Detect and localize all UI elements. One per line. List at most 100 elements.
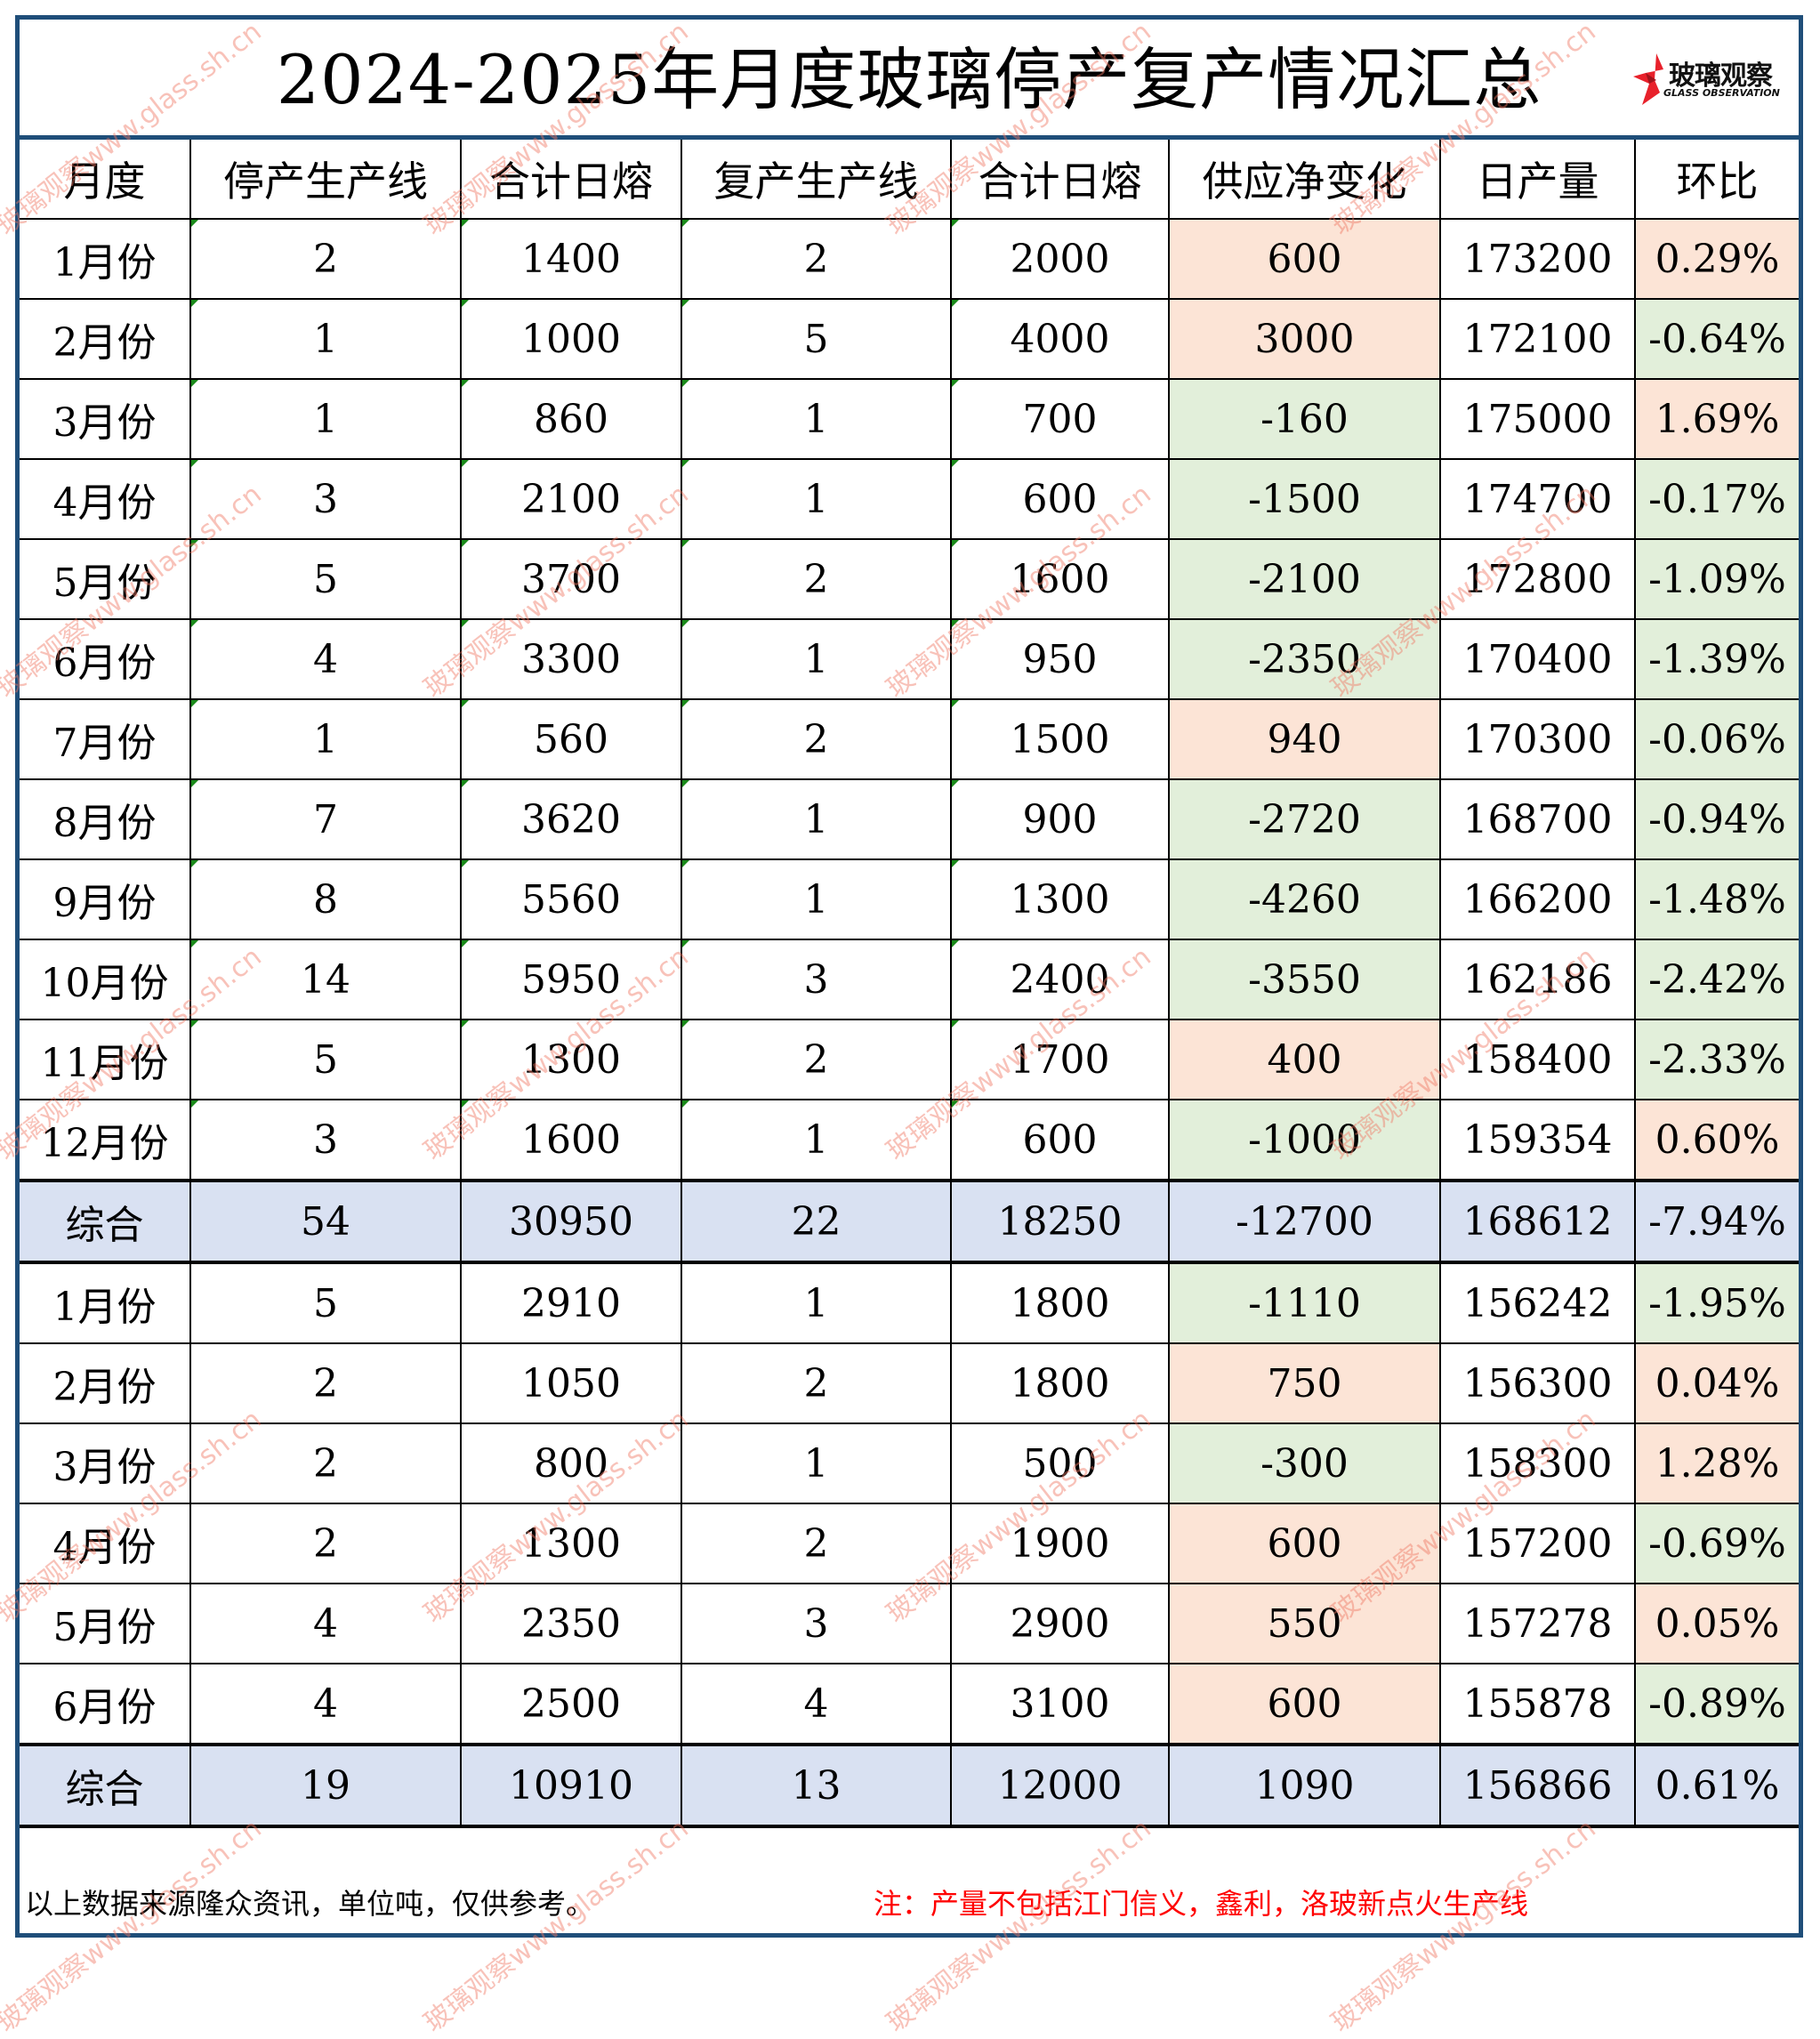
resume-lines-cell: 4: [680, 1663, 952, 1745]
stop-melt-cell: 3300: [460, 618, 682, 700]
stop-lines-cell: 14: [189, 939, 462, 1020]
month-cell: 3月份: [20, 1422, 191, 1504]
table-row: 5月份 4 2350 3 2900 550 157278 0.05%: [20, 1583, 1799, 1664]
net-change-cell: -2100: [1168, 538, 1441, 620]
logo-name-cn: 玻璃观察: [1669, 60, 1773, 92]
mom-cell: -0.17%: [1634, 458, 1799, 540]
mom-cell: -0.69%: [1634, 1503, 1799, 1584]
mom-cell: -0.89%: [1634, 1663, 1799, 1745]
month-cell: 5月份: [20, 1583, 191, 1664]
net-change-cell: 940: [1168, 698, 1441, 780]
red-star-logo-icon: [1633, 53, 1663, 105]
header-mom: 环比: [1634, 140, 1799, 220]
stop-melt-cell: 30950: [460, 1179, 682, 1264]
resume-melt-cell: 18250: [950, 1179, 1170, 1264]
stop-melt-cell: 1050: [460, 1342, 682, 1424]
mom-cell: -2.33%: [1634, 1019, 1799, 1100]
net-change-cell: -2350: [1168, 618, 1441, 700]
table-row: 7月份 1 560 2 1500 940 170300 -0.06%: [20, 698, 1799, 780]
stop-melt-cell: 3700: [460, 538, 682, 620]
table-row: 1月份 5 2910 1 1800 -1110 156242 -1.95%: [20, 1261, 1799, 1344]
net-change-cell: -160: [1168, 378, 1441, 460]
resume-lines-cell: 1: [680, 618, 952, 700]
header-daily-output: 日产量: [1439, 140, 1636, 220]
resume-lines-cell: 2: [680, 1019, 952, 1100]
stop-melt-cell: 2350: [460, 1583, 682, 1664]
table-row: 6月份 4 3300 1 950 -2350 170400 -1.39%: [20, 618, 1799, 700]
table-row: 6月份 4 2500 4 3100 600 155878 -0.89%: [20, 1663, 1799, 1745]
daily-output-cell: 156242: [1439, 1261, 1636, 1344]
daily-output-cell: 158400: [1439, 1019, 1636, 1100]
resume-melt-cell: 1500: [950, 698, 1170, 780]
mom-cell: -7.94%: [1634, 1179, 1799, 1264]
daily-output-cell: 172800: [1439, 538, 1636, 620]
stop-melt-cell: 10910: [460, 1743, 682, 1828]
net-change-cell: -300: [1168, 1422, 1441, 1504]
daily-output-cell: 162186: [1439, 939, 1636, 1020]
net-change-cell: -1110: [1168, 1261, 1441, 1344]
header-resume-melt: 合计日熔: [950, 140, 1170, 220]
stop-lines-cell: 7: [189, 778, 462, 860]
resume-melt-cell: 1300: [950, 858, 1170, 940]
daily-output-cell: 166200: [1439, 858, 1636, 940]
stop-lines-cell: 2: [189, 218, 462, 300]
resume-lines-cell: 5: [680, 298, 952, 380]
net-change-cell: 600: [1168, 218, 1441, 300]
stop-lines-cell: 5: [189, 538, 462, 620]
month-cell: 1月份: [20, 218, 191, 300]
report-frame: 2024-2025年月度玻璃停产复产情况汇总 玻璃观察 GLASS OBSERV…: [15, 15, 1803, 1938]
mom-cell: -0.94%: [1634, 778, 1799, 860]
resume-lines-cell: 2: [680, 1342, 952, 1424]
table-row: 12月份 3 1600 1 600 -1000 159354 0.60%: [20, 1099, 1799, 1181]
month-cell: 11月份: [20, 1019, 191, 1100]
mom-cell: -0.64%: [1634, 298, 1799, 380]
stop-melt-cell: 560: [460, 698, 682, 780]
stop-melt-cell: 3620: [460, 778, 682, 860]
stop-melt-cell: 1000: [460, 298, 682, 380]
resume-melt-cell: 1700: [950, 1019, 1170, 1100]
header-stop-melt: 合计日熔: [460, 140, 682, 220]
resume-melt-cell: 3100: [950, 1663, 1170, 1745]
report-title: 2024-2025年月度玻璃停产复产情况汇总: [276, 40, 1542, 119]
resume-melt-cell: 12000: [950, 1743, 1170, 1828]
stop-melt-cell: 1300: [460, 1503, 682, 1584]
header-resume-lines: 复产生产线: [680, 140, 952, 220]
month-cell: 1月份: [20, 1261, 191, 1344]
month-cell: 6月份: [20, 618, 191, 700]
source-note: 以上数据来源隆众资讯，单位吨，仅供参考。: [25, 1887, 595, 1921]
mom-cell: 0.61%: [1634, 1743, 1799, 1828]
net-change-cell: -3550: [1168, 939, 1441, 1020]
stop-lines-cell: 2: [189, 1422, 462, 1504]
resume-melt-cell: 4000: [950, 298, 1170, 380]
resume-melt-cell: 1800: [950, 1261, 1170, 1344]
table-row: 10月份 14 5950 3 2400 -3550 162186 -2.42%: [20, 939, 1799, 1020]
stop-lines-cell: 5: [189, 1019, 462, 1100]
daily-output-cell: 156866: [1439, 1743, 1636, 1828]
stop-lines-cell: 19: [189, 1743, 462, 1828]
stop-lines-cell: 4: [189, 1583, 462, 1664]
stop-lines-cell: 1: [189, 698, 462, 780]
daily-output-cell: 170300: [1439, 698, 1636, 780]
exclusion-note: 注：产量不包括江门信义，鑫利，洛玻新点火生产线: [874, 1887, 1529, 1921]
net-change-cell: 1090: [1168, 1743, 1441, 1828]
table-row: 1月份 2 1400 2 2000 600 173200 0.29%: [20, 218, 1799, 300]
stop-lines-cell: 2: [189, 1503, 462, 1584]
stop-melt-cell: 860: [460, 378, 682, 460]
month-cell: 6月份: [20, 1663, 191, 1745]
table-row: 5月份 5 3700 2 1600 -2100 172800 -1.09%: [20, 538, 1799, 620]
table-row: 9月份 8 5560 1 1300 -4260 166200 -1.48%: [20, 858, 1799, 940]
resume-melt-cell: 950: [950, 618, 1170, 700]
mom-cell: 0.05%: [1634, 1583, 1799, 1664]
daily-output-cell: 155878: [1439, 1663, 1636, 1745]
mom-cell: 1.28%: [1634, 1422, 1799, 1504]
resume-melt-cell: 2000: [950, 218, 1170, 300]
table-row: 3月份 2 800 1 500 -300 158300 1.28%: [20, 1422, 1799, 1504]
month-cell: 4月份: [20, 1503, 191, 1584]
stop-lines-cell: 1: [189, 378, 462, 460]
resume-lines-cell: 2: [680, 698, 952, 780]
resume-melt-cell: 600: [950, 1099, 1170, 1181]
mom-cell: -1.09%: [1634, 538, 1799, 620]
table-row: 2月份 2 1050 2 1800 750 156300 0.04%: [20, 1342, 1799, 1424]
resume-melt-cell: 500: [950, 1422, 1170, 1504]
net-change-cell: -4260: [1168, 858, 1441, 940]
